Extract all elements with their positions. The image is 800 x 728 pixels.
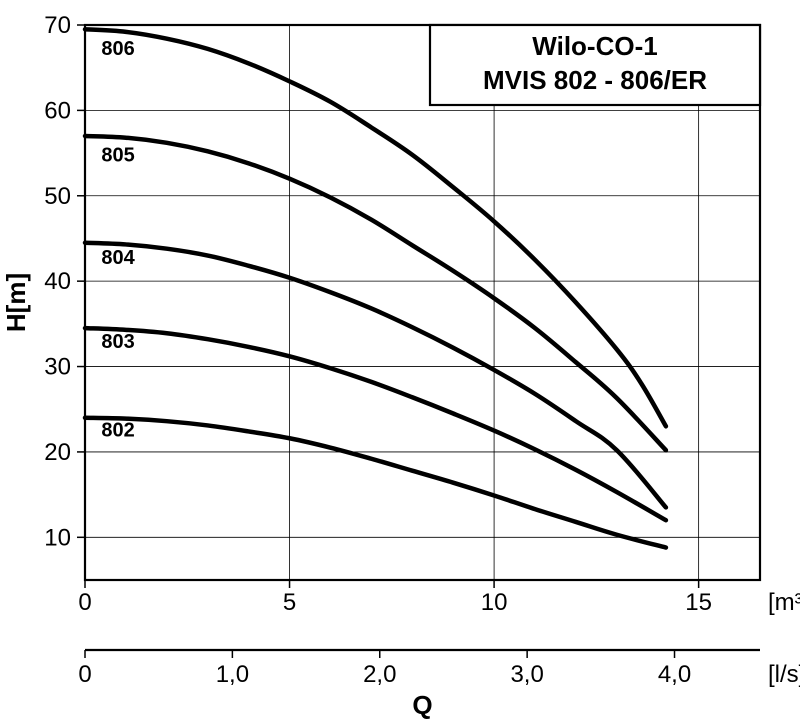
x2-tick-label: 3,0	[510, 661, 543, 688]
x2-tick-label: 1,0	[216, 661, 249, 688]
x-tick-label: 5	[283, 589, 296, 616]
curve-label-804: 804	[101, 247, 135, 269]
x-unit-primary: [m³/h]	[768, 589, 800, 616]
chart-background	[0, 0, 800, 728]
pump-curve-chart: 10 20 30 40 50 60 70 0 5 10 15 [m³/h] 0 1,0 2,0 3,0 4,0 […	[0, 0, 800, 728]
x-tick-label: 15	[685, 589, 712, 616]
y-tick-label: 40	[44, 268, 71, 295]
y-tick-label: 50	[44, 183, 71, 210]
y-tick-label: 30	[44, 354, 71, 381]
title-line: Wilo-CO-1	[532, 31, 657, 61]
y-tick-label: 10	[44, 524, 71, 551]
y-tick-label: 60	[44, 97, 71, 124]
curve-label-803: 803	[101, 331, 134, 353]
y-axis-label: H[m]	[1, 273, 31, 332]
x2-tick-label: 4,0	[658, 661, 691, 688]
x-tick-label: 10	[481, 589, 508, 616]
y-tick-label: 70	[44, 12, 71, 39]
y-tick-label: 20	[44, 439, 71, 466]
curve-label-805: 805	[101, 145, 134, 167]
curve-label-802: 802	[101, 420, 134, 442]
x-axis-label: Q	[412, 690, 432, 720]
x-tick-label: 0	[78, 589, 91, 616]
title-line: MVIS 802 - 806/ER	[483, 65, 707, 95]
x2-tick-label: 2,0	[363, 661, 396, 688]
x2-tick-label: 0	[78, 661, 91, 688]
curve-label-806: 806	[101, 38, 134, 60]
x-unit-secondary: [l/s]	[768, 661, 800, 688]
